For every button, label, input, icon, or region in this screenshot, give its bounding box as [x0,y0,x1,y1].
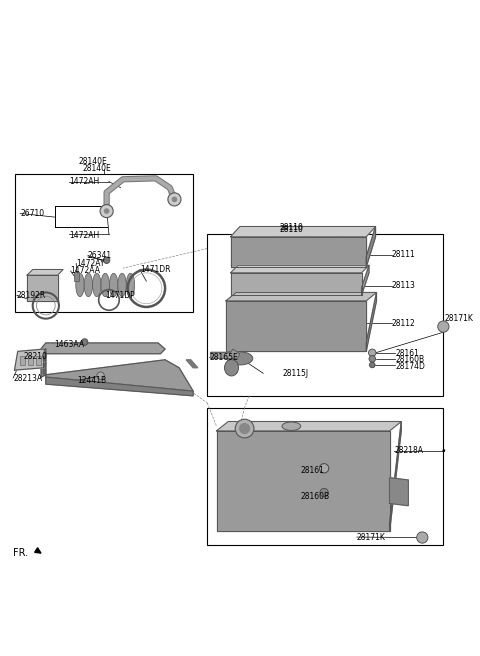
Polygon shape [226,293,376,301]
Circle shape [438,321,449,332]
Polygon shape [366,226,375,267]
Text: 12441B: 12441B [78,376,107,385]
Polygon shape [186,359,198,368]
Text: 28110: 28110 [280,223,303,232]
Circle shape [235,419,254,438]
Polygon shape [390,478,408,506]
Polygon shape [390,422,401,531]
Text: 28174D: 28174D [395,362,425,371]
Polygon shape [211,349,240,358]
Circle shape [104,208,109,214]
Bar [43,369,46,374]
Ellipse shape [76,274,84,297]
Text: 1472AH: 1472AH [69,231,99,240]
Bar [20,356,25,365]
Text: 28160B: 28160B [395,356,424,364]
Circle shape [97,372,104,379]
Polygon shape [216,431,390,531]
Polygon shape [230,273,361,295]
Text: FR.: FR. [13,548,28,558]
Text: 28113: 28113 [392,281,416,291]
Text: 28140E: 28140E [83,165,112,173]
Circle shape [319,464,329,473]
Text: 28171K: 28171K [357,533,386,542]
Text: 28161: 28161 [395,349,419,358]
Text: 28112: 28112 [392,319,416,328]
Ellipse shape [109,274,118,297]
Text: 1472AA: 1472AA [71,266,101,276]
Text: 26341: 26341 [88,251,112,260]
Text: 28110: 28110 [280,225,303,234]
Polygon shape [230,265,369,273]
Text: 28213A: 28213A [13,373,42,382]
Polygon shape [27,275,58,301]
Circle shape [417,532,428,543]
Polygon shape [41,348,46,377]
Text: 1463AA: 1463AA [54,340,84,349]
Circle shape [168,193,181,206]
Circle shape [369,356,375,362]
Text: 1471DP: 1471DP [105,291,135,300]
Bar [74,272,80,281]
Circle shape [239,423,250,434]
Polygon shape [230,237,366,267]
Circle shape [320,489,328,497]
Ellipse shape [101,274,109,297]
Ellipse shape [282,422,300,430]
Ellipse shape [84,274,93,297]
Text: 28160B: 28160B [300,492,330,501]
Polygon shape [366,293,376,352]
Circle shape [370,362,375,368]
Circle shape [100,205,113,218]
Ellipse shape [225,359,239,376]
Bar [28,356,33,365]
Text: 28111: 28111 [392,250,416,259]
Bar [207,407,444,546]
Ellipse shape [118,274,126,297]
Bar [43,356,46,361]
Text: 28210: 28210 [24,352,48,361]
Text: 28192R: 28192R [17,291,46,300]
Bar [43,363,46,367]
Text: 1471DR: 1471DR [140,265,170,274]
Polygon shape [230,226,375,237]
Polygon shape [41,343,165,354]
Bar [15,174,193,312]
Text: 28171K: 28171K [445,314,474,323]
Text: 26710: 26710 [20,209,44,218]
Text: 28218A: 28218A [394,446,423,455]
Polygon shape [226,301,366,352]
Circle shape [443,449,445,452]
Polygon shape [27,270,63,275]
Bar [207,234,444,396]
Polygon shape [46,359,193,391]
Text: 28165E: 28165E [209,353,238,362]
Circle shape [103,257,110,264]
Bar [36,356,41,365]
Polygon shape [14,349,45,370]
Text: 28140E: 28140E [79,157,108,167]
Polygon shape [361,265,369,295]
Text: 1472AH: 1472AH [69,177,99,186]
Ellipse shape [93,274,101,297]
Text: 28161: 28161 [300,466,324,475]
Text: 1472AY: 1472AY [76,259,105,268]
Polygon shape [46,377,193,396]
Ellipse shape [227,352,253,365]
Text: 28115J: 28115J [283,369,309,378]
Ellipse shape [126,274,135,297]
Polygon shape [216,422,401,431]
Circle shape [369,349,376,356]
Circle shape [82,338,88,345]
Circle shape [172,197,177,202]
